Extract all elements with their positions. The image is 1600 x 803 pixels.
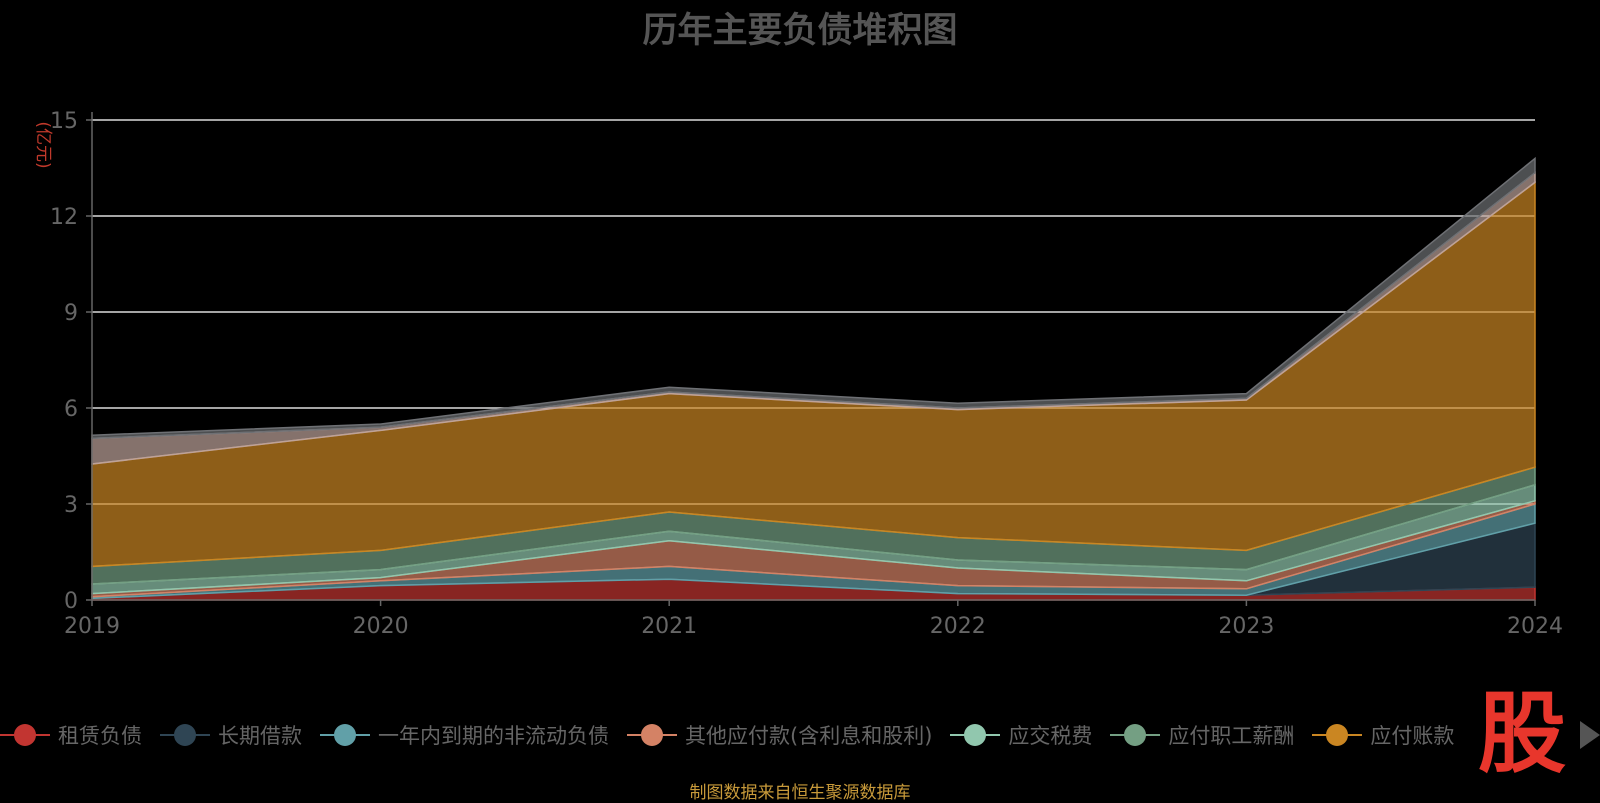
legend: 租赁负债 长期借款 一年内到期的非流动负债 其他应付款(含利息和股利) 应交税费 应付职工… [0, 715, 1460, 755]
legend-marker-icon [0, 720, 50, 750]
legend-marker-icon [1312, 720, 1363, 750]
legend-label: 应交税费 [1008, 724, 1093, 748]
area-series-8 [91, 156, 1536, 440]
legend-label: 应付职工薪酬 [1168, 724, 1295, 748]
legend-label: 长期借款 [218, 724, 302, 748]
legend-label: 租赁负债 [58, 724, 142, 748]
legend-marker-icon [1110, 720, 1161, 750]
x-tick-label: 2019 [64, 614, 120, 639]
y-tick-label: 12 [50, 205, 78, 230]
legend-marker-icon [950, 720, 1001, 750]
y-tick-label: 3 [64, 493, 78, 518]
legend-label: 应付账款 [1370, 724, 1455, 748]
area-series-6 [91, 180, 1536, 568]
legend-marker-icon [627, 720, 677, 750]
legend-item[interactable]: 应付职工薪酬 [1110, 715, 1294, 755]
y-tick-label: 15 [50, 109, 78, 134]
source-note: 制图数据来自恒生聚源数据库 [689, 783, 911, 803]
x-tick-label: 2023 [1218, 614, 1274, 639]
legend-label: 一年内到期的非流动负债 [378, 724, 609, 748]
legend-item[interactable]: 其他应付款(含利息和股利) [627, 715, 932, 755]
legend-marker-icon [320, 720, 370, 750]
legend-marker-icon [160, 720, 210, 750]
x-tick-label: 2024 [1507, 614, 1563, 639]
legend-item[interactable]: 应交税费 [950, 715, 1092, 755]
chart-title: 历年主要负债堆积图 [642, 11, 958, 51]
y-tick-label: 9 [64, 301, 78, 326]
watermark-logo: 股 [1478, 682, 1567, 785]
legend-item[interactable]: 应付账款 [1312, 715, 1454, 755]
y-axis-label: (亿元) [33, 121, 53, 168]
area-series [91, 156, 1536, 601]
legend-item[interactable]: 一年内到期的非流动负债 [320, 715, 609, 755]
legend-item[interactable]: 租赁负债 [0, 715, 142, 755]
x-tick-label: 2021 [641, 614, 697, 639]
y-tick-label: 6 [64, 397, 78, 422]
legend-item[interactable]: 长期借款 [160, 715, 302, 755]
x-tick-label: 2020 [353, 614, 409, 639]
legend-next-arrow-icon[interactable] [1580, 721, 1600, 749]
x-tick-label: 2022 [930, 614, 986, 639]
axes: 0 3 6 9 12 15 2019 2020 2021 2022 2023 2024 [50, 109, 1563, 639]
legend-label: 其他应付款(含利息和股利) [685, 724, 933, 748]
y-tick-label: 0 [64, 589, 78, 614]
